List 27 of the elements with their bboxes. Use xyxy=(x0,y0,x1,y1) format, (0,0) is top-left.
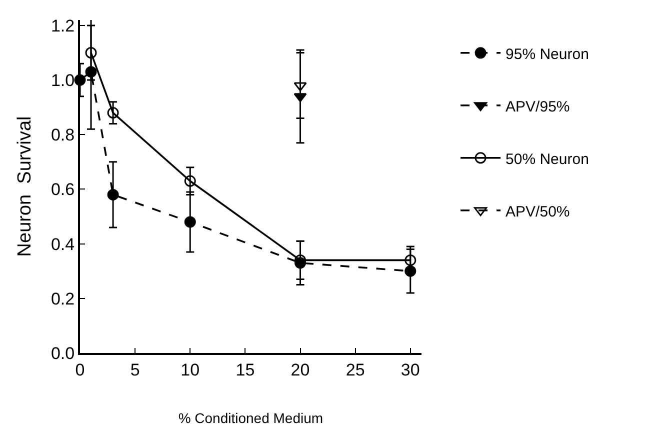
point xyxy=(107,188,119,200)
x-tick-label: 30 xyxy=(400,360,420,380)
x-tick-label: 20 xyxy=(290,360,310,380)
y-tick-label: 1.2 xyxy=(50,16,75,36)
y-tick-label: 0.4 xyxy=(50,234,75,254)
point xyxy=(85,47,97,58)
point xyxy=(404,254,416,266)
x-tick-label: 0 xyxy=(75,360,85,380)
y-tick-label: 0.0 xyxy=(50,344,75,363)
y-tick-label: 0.6 xyxy=(50,180,75,200)
legend-label: 95% Neuron xyxy=(506,46,589,63)
x-tick-label: 25 xyxy=(346,360,365,380)
y-tick-label: 1.0 xyxy=(50,71,75,90)
point xyxy=(184,175,196,187)
x-tick-label: 10 xyxy=(180,360,200,380)
legend-label: APV/50% xyxy=(506,203,570,220)
point xyxy=(294,82,307,92)
point xyxy=(184,216,196,228)
legend-label: APV/95% xyxy=(506,98,570,116)
point xyxy=(107,107,119,119)
legend-label: 50% Neuron xyxy=(506,150,589,168)
x-axis-title: % Conditioned Medium xyxy=(178,410,324,426)
x-tick-label: 15 xyxy=(236,360,255,380)
x-tick-label: 5 xyxy=(130,360,140,380)
y-tick-label: 0.8 xyxy=(50,126,75,145)
y-tick-label: 0.2 xyxy=(50,289,75,308)
y-axis-title: Neuron Survival xyxy=(14,116,36,257)
